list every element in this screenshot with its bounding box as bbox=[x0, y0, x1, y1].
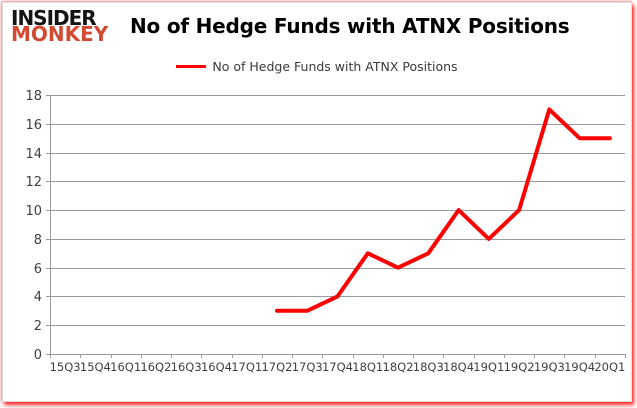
y-axis-label: 4 bbox=[34, 290, 42, 305]
y-axis-label: 14 bbox=[25, 147, 42, 162]
chart-card: INSIDER MONKEY No of Hedge Funds with AT… bbox=[2, 2, 632, 402]
y-axis-label: 6 bbox=[34, 262, 42, 277]
y-axis-label: 16 bbox=[25, 118, 42, 133]
x-axis-label: 20Q1 bbox=[594, 360, 625, 374]
x-axis-label: 18Q2 bbox=[383, 360, 414, 374]
y-axis-label: 12 bbox=[25, 175, 42, 190]
y-axis-label: 10 bbox=[25, 204, 42, 219]
page-title: No of Hedge Funds with ATNX Positions bbox=[130, 14, 570, 38]
x-axis-label: 15Q3 bbox=[50, 360, 81, 374]
x-axis-label: 18Q1 bbox=[352, 360, 383, 374]
x-axis-label: 16Q4 bbox=[201, 360, 232, 374]
y-axis-label: 18 bbox=[25, 89, 42, 104]
x-axis-label: 16Q2 bbox=[140, 360, 171, 374]
x-axis-label: 17Q4 bbox=[322, 360, 353, 374]
insider-monkey-logo: INSIDER MONKEY bbox=[11, 6, 109, 47]
x-axis-label: 19Q1 bbox=[473, 360, 504, 374]
x-axis-label: 16Q1 bbox=[110, 360, 141, 374]
y-axis-label: 2 bbox=[34, 319, 42, 334]
y-axis-label: 0 bbox=[34, 348, 42, 363]
x-axis-label: 15Q4 bbox=[80, 360, 111, 374]
data-series-line bbox=[275, 107, 612, 313]
legend: No of Hedge Funds with ATNX Positions bbox=[3, 58, 631, 74]
x-axis-label: 17Q2 bbox=[261, 360, 292, 374]
legend-line-swatch bbox=[176, 64, 207, 68]
logo-text-insider: INSIDER bbox=[11, 6, 97, 30]
x-axis-label: 19Q2 bbox=[504, 360, 535, 374]
x-axis-label: 17Q1 bbox=[231, 360, 262, 374]
logo-text-monkey: MONKEY bbox=[11, 22, 109, 47]
y-axis-label: 8 bbox=[34, 233, 42, 248]
x-axis-label: 18Q4 bbox=[443, 360, 474, 374]
x-axis-label: 19Q3 bbox=[534, 360, 565, 374]
x-axis-label: 18Q3 bbox=[413, 360, 444, 374]
legend-label: No of Hedge Funds with ATNX Positions bbox=[212, 58, 458, 74]
x-axis-label: 16Q3 bbox=[171, 360, 202, 374]
x-axis-label: 17Q3 bbox=[292, 360, 323, 374]
x-axis-label: 19Q4 bbox=[564, 360, 595, 374]
